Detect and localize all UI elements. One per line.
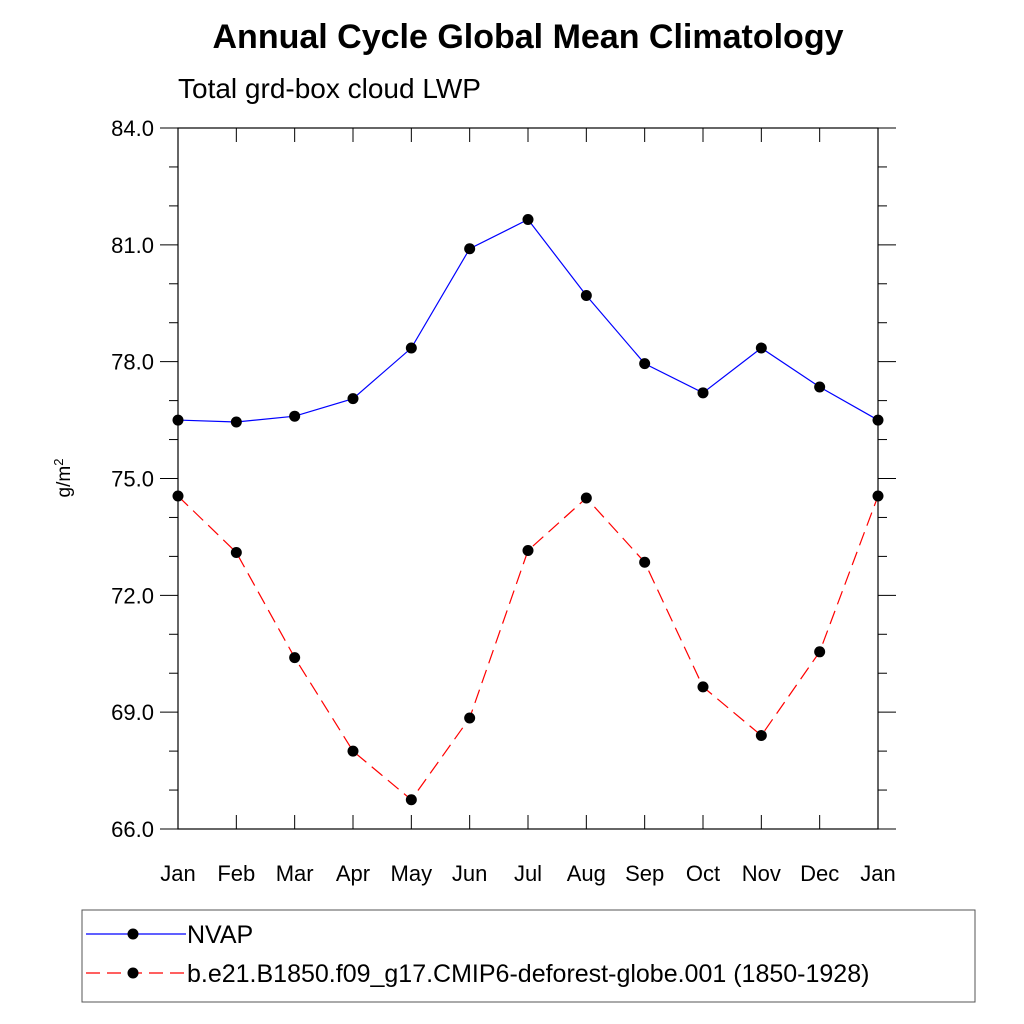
series-2-point <box>522 545 534 557</box>
series-1-point <box>522 214 534 226</box>
y-tick-label: 69.0 <box>111 700 154 725</box>
series-2-point <box>230 546 242 558</box>
series-2-point <box>814 646 826 658</box>
series-1-point <box>464 243 476 255</box>
series-1-point <box>230 416 242 428</box>
series-2-point <box>697 681 709 693</box>
series-1-point <box>289 410 301 422</box>
series-line-1 <box>177 218 879 423</box>
legend-marker-2 <box>127 967 139 979</box>
series-line-2 <box>177 495 879 801</box>
series-2-point <box>464 712 476 724</box>
x-tick-label: Nov <box>742 861 781 886</box>
series-1-point <box>405 342 417 354</box>
y-tick-label: 72.0 <box>111 583 154 608</box>
x-tick-label: Mar <box>276 861 314 886</box>
y-tick-label: 81.0 <box>111 233 154 258</box>
series-2-point <box>347 745 359 757</box>
x-tick-label: Aug <box>567 861 606 886</box>
legend-label-1: NVAP <box>187 921 253 949</box>
series-2-point <box>639 556 651 568</box>
series-1-point <box>814 381 826 393</box>
x-tick-label: Sep <box>625 861 664 886</box>
y-tick-label: 78.0 <box>111 350 154 375</box>
x-tick-label: Jan <box>860 861 895 886</box>
x-tick-label: Dec <box>800 861 839 886</box>
x-tick-label: Jun <box>452 861 487 886</box>
series-1-point <box>639 358 651 370</box>
axes: Jan Feb Mar Apr May Jun Jul Aug Sep Oct Nov Dec Jan6… <box>111 116 896 886</box>
plot-frame <box>177 127 879 830</box>
x-tick-label: Jan <box>160 861 195 886</box>
y-tick-label: 84.0 <box>111 116 154 141</box>
series-1-point <box>580 289 592 301</box>
series-1-point <box>172 414 184 426</box>
chart-subtitle: Total grd-box cloud LWP <box>178 73 481 104</box>
legend: NVAP b.e21.B1850.f09_g17.CMIP6-deforest-g… <box>81 909 976 1003</box>
series-2-point <box>172 490 184 502</box>
series-2-point <box>755 730 767 742</box>
series-2-point <box>405 794 417 806</box>
x-tick-label: Jul <box>514 861 542 886</box>
x-tick-label: Oct <box>686 861 720 886</box>
y-tick-label: 66.0 <box>111 817 154 842</box>
legend-marker-1 <box>127 928 139 940</box>
series-1-point <box>872 414 884 426</box>
series-1-point <box>697 387 709 399</box>
series-1-point <box>755 342 767 354</box>
series-1-point <box>347 393 359 405</box>
legend-label-2: b.e21.B1850.f09_g17.CMIP6-deforest-globe… <box>187 960 869 988</box>
chart-title: Annual Cycle Global Mean Climatology <box>213 18 844 56</box>
y-tick-label: 75.0 <box>111 467 154 492</box>
series-2-point <box>872 490 884 502</box>
legend-box <box>81 909 976 1003</box>
y-axis-label-base: g/m <box>54 466 75 498</box>
y-axis-label-sup: 2 <box>51 459 66 466</box>
x-tick-label: May <box>391 861 433 886</box>
x-tick-label: Feb <box>217 861 255 886</box>
series-2-point <box>580 492 592 504</box>
series-2-point <box>289 652 301 664</box>
x-tick-label: Apr <box>336 861 370 886</box>
y-axis-label: g/m2 <box>51 459 75 498</box>
series-layer <box>172 214 884 806</box>
